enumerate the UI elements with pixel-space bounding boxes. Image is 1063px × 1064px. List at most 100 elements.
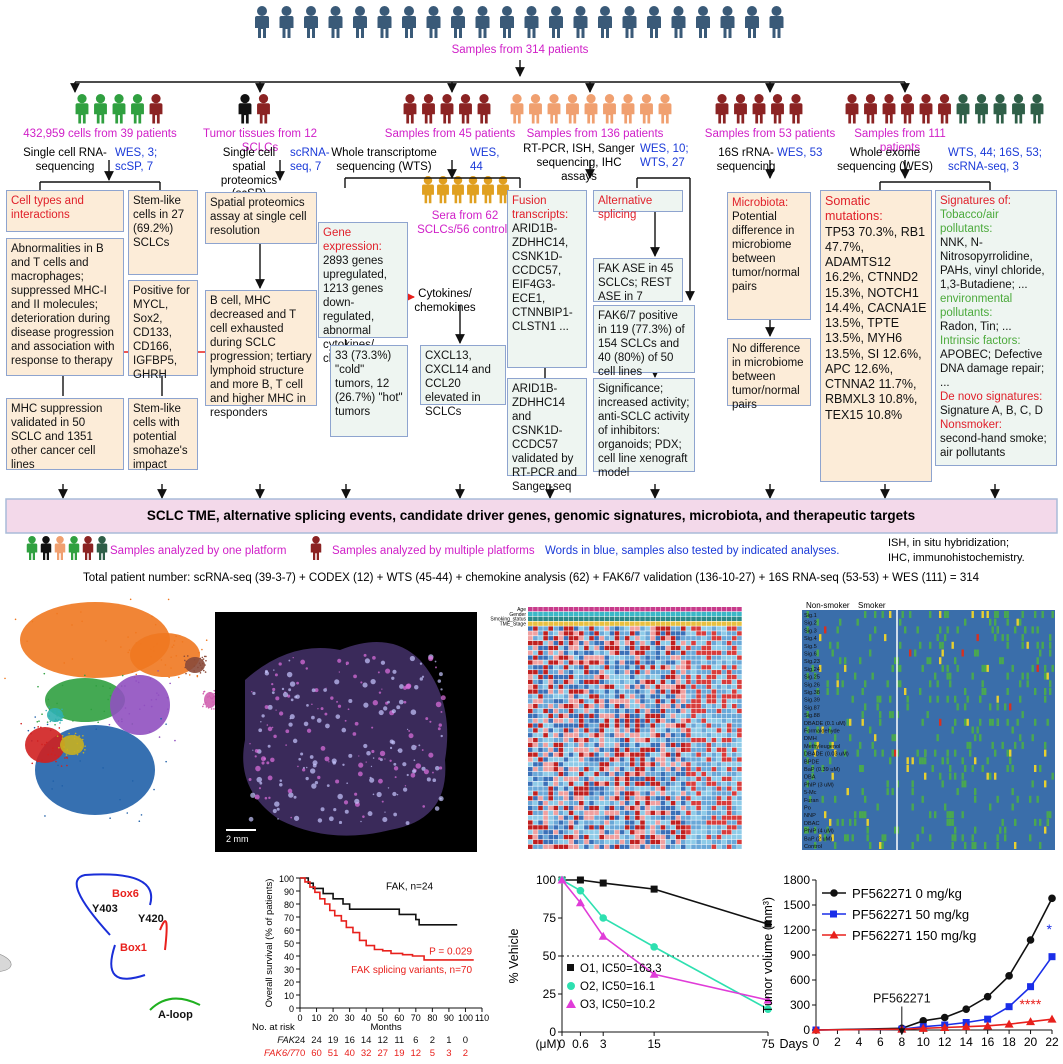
cross-platform-note: WES, 53 xyxy=(777,147,823,159)
heatmap-cell xyxy=(630,640,635,646)
heatmap-cell xyxy=(691,786,696,791)
heatmap-cell xyxy=(716,694,722,699)
heatmap-cell xyxy=(726,660,732,665)
heatmap-cell xyxy=(604,767,610,772)
heatmap-cell xyxy=(650,694,655,699)
heatmap-cell xyxy=(711,771,717,777)
heatmap-cell xyxy=(609,626,615,631)
heatmap-cell xyxy=(906,703,909,711)
heatmap-cell xyxy=(726,805,732,811)
heatmap-cell xyxy=(665,771,671,777)
heatmap-cell xyxy=(604,791,610,796)
person-head xyxy=(330,6,341,16)
heatmap-cell xyxy=(635,616,640,621)
heatmap-cell xyxy=(1006,641,1009,649)
heatmap-cell xyxy=(681,718,686,723)
if-signal xyxy=(354,792,358,796)
heatmap-cell xyxy=(701,708,706,714)
group-label: Samples from 53 patients xyxy=(704,128,836,140)
person-head xyxy=(722,6,733,16)
umap-point xyxy=(128,712,131,715)
heatmap-cell xyxy=(614,689,620,694)
heatmap-cell xyxy=(716,834,722,840)
if-signal xyxy=(273,669,275,671)
heatmap-cell xyxy=(604,757,610,762)
person-head xyxy=(623,94,633,104)
heatmap-cell xyxy=(946,757,949,765)
umap-point xyxy=(127,651,130,654)
heatmap-cell xyxy=(563,650,569,655)
heatmap-cell xyxy=(538,674,543,680)
heatmap-cell xyxy=(660,679,666,685)
person-body xyxy=(422,103,435,124)
person-icon xyxy=(720,6,735,38)
heatmap-cell xyxy=(614,621,620,626)
umap-point xyxy=(76,742,79,745)
heatmap-cell xyxy=(594,830,599,835)
heatmap-cell xyxy=(619,757,625,762)
heatmap-cell xyxy=(589,796,594,801)
heatmap-cell xyxy=(584,645,589,651)
heatmap-cell xyxy=(996,703,999,711)
heatmap-cell xyxy=(579,733,584,738)
heatmap-cell xyxy=(1006,688,1009,695)
heatmap-cell xyxy=(635,704,640,709)
if-signal xyxy=(376,791,382,798)
heatmap-cell xyxy=(604,607,610,612)
umap-point xyxy=(193,665,196,667)
heatmap-row-label: DBA xyxy=(804,775,816,781)
heatmap-cell xyxy=(721,684,727,689)
umap-point xyxy=(72,720,74,722)
heatmap-cell xyxy=(841,818,844,826)
heatmap-cell xyxy=(946,811,949,819)
heatmap-cell xyxy=(563,670,569,675)
heatmap-cell xyxy=(711,718,717,723)
heatmap-cell xyxy=(599,810,604,815)
person-head xyxy=(747,6,757,16)
heatmap-cell xyxy=(655,844,661,849)
risk-count: 1 xyxy=(446,1035,451,1046)
risk-count: 19 xyxy=(394,1048,405,1059)
if-signal xyxy=(306,704,309,707)
heatmap-cell xyxy=(686,834,691,840)
person-head xyxy=(460,94,471,104)
umap-point xyxy=(58,711,60,713)
if-signal xyxy=(258,787,261,790)
heatmap-cell xyxy=(846,834,849,842)
umap-point xyxy=(149,648,152,651)
if-signal xyxy=(408,733,414,739)
heatmap-cell xyxy=(594,742,599,748)
person-body xyxy=(353,16,367,38)
heatmap-cell xyxy=(635,844,640,849)
heatmap-cell xyxy=(548,650,553,655)
if-signal xyxy=(275,696,280,701)
heatmap-cell xyxy=(681,704,686,709)
heatmap-cell xyxy=(594,650,599,655)
heatmap-cell xyxy=(563,767,569,772)
person-body xyxy=(452,184,464,204)
heatmap-cell xyxy=(949,772,952,780)
heatmap-cell xyxy=(579,771,584,777)
heatmap-cell xyxy=(573,737,579,743)
heatmap-cell xyxy=(563,805,569,811)
heatmap-cell xyxy=(655,655,661,660)
heatmap-cell xyxy=(568,699,574,704)
heatmap-cell xyxy=(594,805,599,811)
heatmap-cell xyxy=(706,636,712,641)
heatmap-cell xyxy=(726,844,732,849)
heatmap-cell xyxy=(538,796,543,801)
person-head xyxy=(257,6,267,16)
heatmap-cell xyxy=(630,684,635,689)
heatmap-cell xyxy=(543,805,548,811)
heatmap-cell xyxy=(1036,664,1039,672)
heatmap-cell xyxy=(538,742,543,748)
if-signal xyxy=(254,755,257,758)
heatmap-cell xyxy=(686,621,691,626)
heatmap-cell xyxy=(670,611,676,617)
heatmap-cell xyxy=(650,708,655,714)
heatmap-cell xyxy=(706,650,712,655)
heatmap-cell xyxy=(986,772,989,780)
heatmap-cell xyxy=(563,607,569,612)
heatmap-cell xyxy=(716,660,722,665)
